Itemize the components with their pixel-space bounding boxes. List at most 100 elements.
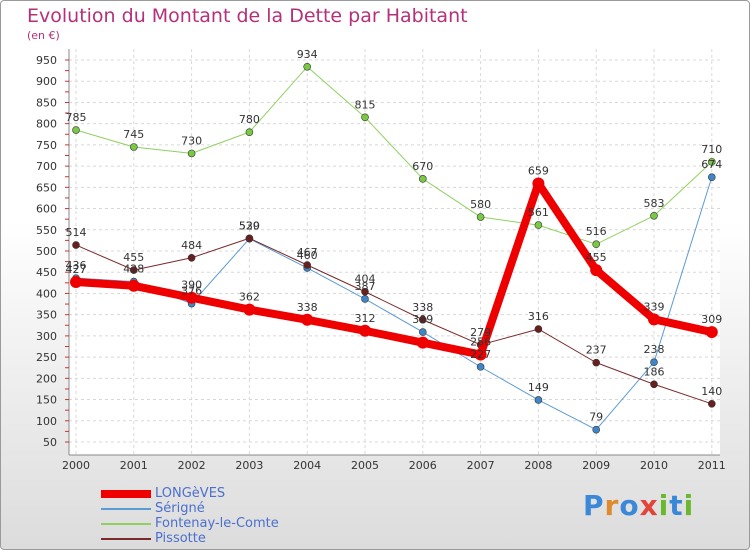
logo-letter: r xyxy=(604,489,620,522)
data-point xyxy=(127,279,140,292)
x-tick-label: 2001 xyxy=(120,459,148,472)
y-tick-label: 450 xyxy=(36,266,57,279)
x-tick-label: 2011 xyxy=(698,459,726,472)
data-label: 670 xyxy=(412,160,433,173)
data-label: 362 xyxy=(239,291,260,304)
chart-subtitle: (en €) xyxy=(27,29,60,42)
data-label: 256 xyxy=(470,336,491,349)
data-point xyxy=(592,240,601,249)
data-label: 561 xyxy=(528,206,549,219)
data-point xyxy=(476,363,485,371)
data-label: 484 xyxy=(181,239,202,252)
logo-letter: i xyxy=(658,489,670,522)
y-tick-label: 600 xyxy=(36,203,57,216)
chart-title: Evolution du Montant de la Dette par Hab… xyxy=(27,5,468,27)
data-point xyxy=(418,315,427,324)
data-point xyxy=(130,143,138,151)
data-point xyxy=(590,264,603,277)
data-point xyxy=(592,358,601,367)
series-line-Sérigné xyxy=(75,176,713,431)
data-label: 312 xyxy=(355,312,376,325)
data-label: 237 xyxy=(586,344,607,357)
logo-letter: i xyxy=(683,489,695,522)
y-tick-label: 750 xyxy=(36,139,57,152)
data-label: 186 xyxy=(644,365,665,378)
legend-label: Pissotte xyxy=(155,531,206,546)
data-point xyxy=(301,313,314,326)
legend-label: Sérigné xyxy=(155,501,205,516)
data-label: 785 xyxy=(66,111,87,124)
data-point xyxy=(534,325,543,333)
legend-label: Fontenay-le-Comte xyxy=(155,516,279,531)
data-label: 583 xyxy=(644,197,665,210)
legend-label: LONGèVES xyxy=(155,486,226,501)
y-tick-label: 550 xyxy=(36,224,57,237)
data-label: 514 xyxy=(66,226,87,239)
data-point xyxy=(592,425,601,434)
data-label: 238 xyxy=(644,343,665,356)
legend-swatch xyxy=(101,490,151,498)
data-point xyxy=(361,295,369,303)
series-line-Pissotte xyxy=(75,237,713,405)
y-tick-label: 700 xyxy=(36,160,57,173)
y-tick-label: 50 xyxy=(43,436,57,449)
y-tick-label: 350 xyxy=(36,309,57,322)
data-label: 309 xyxy=(412,313,433,326)
logo-letter: x xyxy=(639,489,659,522)
y-tick-label: 150 xyxy=(36,394,57,407)
series-line-Fontenay-le-Comte xyxy=(75,66,713,245)
data-label: 580 xyxy=(470,198,491,211)
data-point xyxy=(534,396,543,404)
data-label: 338 xyxy=(297,301,318,314)
data-point xyxy=(303,62,312,71)
data-label: 149 xyxy=(528,381,549,394)
y-tick-label: 500 xyxy=(36,245,57,258)
x-tick-label: 2008 xyxy=(524,459,552,472)
y-tick-label: 850 xyxy=(36,96,57,109)
data-label: 467 xyxy=(297,246,318,259)
data-label: 309 xyxy=(701,313,722,326)
data-label: 140 xyxy=(701,385,722,398)
x-tick-label: 2003 xyxy=(235,459,263,472)
y-tick-label: 250 xyxy=(36,351,57,364)
y-tick-label: 650 xyxy=(36,181,57,194)
data-point xyxy=(185,291,198,304)
data-point xyxy=(650,380,658,389)
data-label: 338 xyxy=(412,301,433,314)
series-line-LONGèVES xyxy=(72,179,716,359)
data-label: 279 xyxy=(470,326,491,339)
data-label: 934 xyxy=(297,48,318,61)
x-tick-label: 2004 xyxy=(293,459,321,472)
data-point xyxy=(361,113,369,122)
data-label: 428 xyxy=(123,263,144,276)
x-tick-label: 2005 xyxy=(351,459,379,472)
data-label: 436 xyxy=(66,259,87,272)
data-label: 404 xyxy=(355,273,376,286)
legend-swatch xyxy=(101,508,151,510)
data-point xyxy=(361,287,369,296)
x-tick-label: 2006 xyxy=(409,459,437,472)
data-label: 674 xyxy=(701,158,722,171)
legend-swatch xyxy=(101,538,151,540)
data-label: 659 xyxy=(528,165,549,178)
data-point xyxy=(648,313,660,326)
data-point xyxy=(130,266,138,274)
data-point xyxy=(707,399,716,408)
data-point xyxy=(359,324,371,337)
data-label: 460 xyxy=(297,249,318,262)
data-point xyxy=(532,177,545,190)
data-point xyxy=(705,326,718,339)
data-label: 390 xyxy=(181,279,202,292)
data-point xyxy=(416,336,429,349)
y-tick-label: 200 xyxy=(36,372,57,385)
logo-letter: t xyxy=(669,489,684,522)
x-tick-label: 2009 xyxy=(582,459,610,472)
data-label: 780 xyxy=(239,113,260,126)
y-tick-label: 900 xyxy=(36,75,57,88)
data-point xyxy=(70,275,82,288)
data-point xyxy=(72,126,80,134)
data-point xyxy=(303,261,312,269)
y-tick-label: 300 xyxy=(36,330,57,343)
plot-area xyxy=(69,49,720,455)
